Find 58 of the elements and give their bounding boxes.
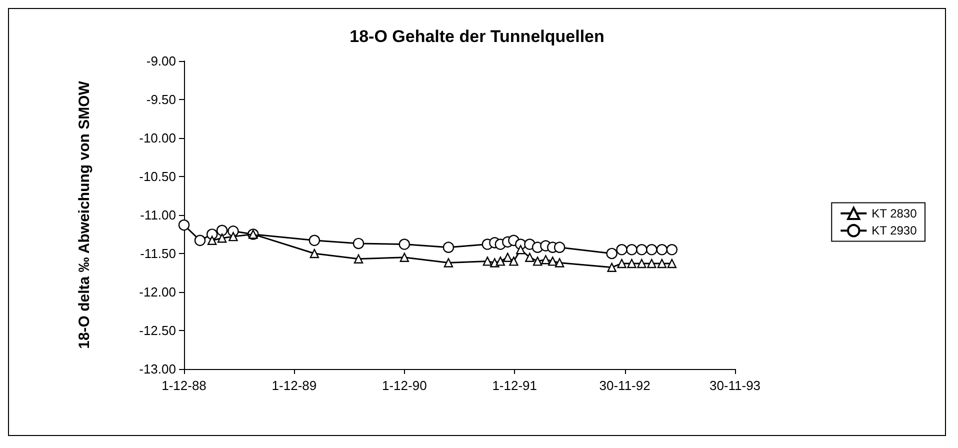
- point: [606, 248, 618, 260]
- point: [646, 244, 658, 256]
- point: [627, 258, 636, 268]
- point: [607, 262, 616, 272]
- point: [442, 242, 454, 253]
- point: [647, 258, 656, 268]
- y-tick-label: -11.50: [140, 246, 176, 261]
- x-tick-label: 1-12-90: [382, 378, 427, 393]
- point: [400, 252, 409, 262]
- x-tick-label: 30-11-93: [709, 378, 761, 393]
- point: [626, 244, 638, 256]
- legend-label: KT 2830: [872, 206, 918, 220]
- point: [216, 224, 228, 236]
- point: [509, 256, 518, 266]
- x-tick-label: 1-12-89: [272, 378, 317, 393]
- point: [554, 258, 564, 268]
- point: [657, 258, 667, 268]
- point: [352, 238, 364, 250]
- point: [308, 234, 320, 246]
- point: [217, 234, 227, 243]
- point: [310, 248, 320, 258]
- point: [616, 244, 628, 256]
- point: [667, 258, 676, 268]
- y-tick-label: -12.00: [139, 284, 176, 300]
- point: [548, 256, 558, 266]
- y-tick-label: -9.50: [146, 92, 176, 107]
- y-tick-label: -10.00: [139, 130, 176, 146]
- point: [482, 256, 492, 266]
- y-tick-label: -9.00: [146, 54, 176, 68]
- point: [503, 252, 512, 262]
- point: [656, 244, 668, 256]
- point: [525, 252, 534, 262]
- point: [354, 254, 364, 264]
- point: [516, 245, 526, 254]
- x-tick-label: 30-11-92: [599, 378, 650, 393]
- x-tick-label: 1-12-91: [492, 378, 538, 393]
- point: [554, 242, 566, 253]
- point: [496, 256, 506, 266]
- y-tick-label: -10.50: [139, 169, 176, 184]
- point: [398, 238, 410, 250]
- point: [178, 219, 190, 231]
- point: [541, 255, 550, 264]
- y-tick-label: -12.50: [139, 323, 176, 338]
- point: [617, 258, 626, 268]
- y-axis-title: 18-O delta ‰ Abweichung von SMOW: [76, 80, 93, 349]
- point: [194, 234, 206, 246]
- x-tick-label: 1-12-88: [162, 378, 206, 393]
- point: [532, 256, 542, 266]
- legend-label: KT 2930: [872, 224, 918, 238]
- point: [636, 244, 648, 256]
- y-tick-label: -11.00: [140, 208, 176, 222]
- point: [228, 232, 238, 242]
- y-tick-label: -13.00: [139, 362, 176, 376]
- point: [637, 258, 646, 268]
- point: [666, 244, 678, 256]
- point: [207, 236, 217, 246]
- chart-title: 18-O Gehalte der Tunnelquellen: [350, 27, 604, 46]
- point: [444, 258, 454, 268]
